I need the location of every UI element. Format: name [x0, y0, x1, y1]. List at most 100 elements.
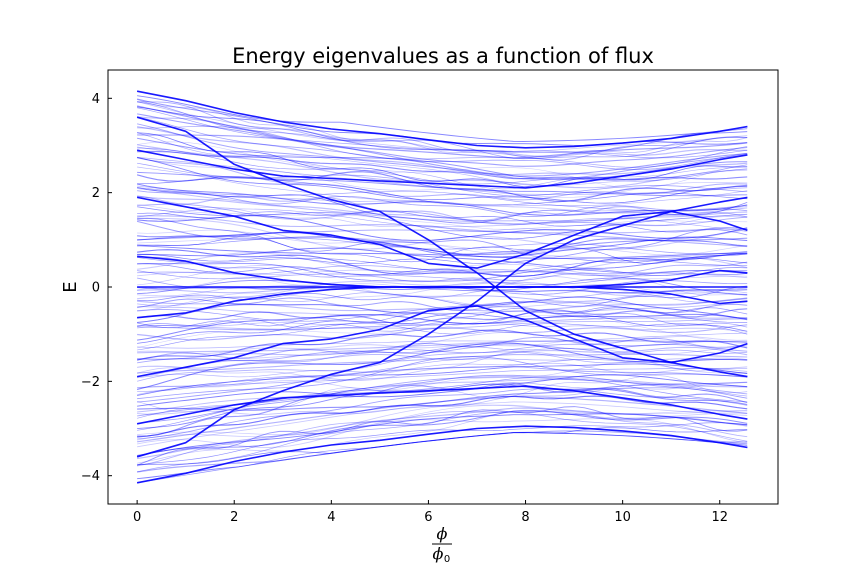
band-line	[137, 215, 748, 234]
y-tick-label: −4	[81, 469, 100, 484]
x-tick-label: 2	[230, 510, 238, 525]
x-tick-label: 10	[614, 510, 631, 525]
band-line	[137, 113, 748, 167]
band-line	[136, 171, 748, 202]
band-line	[137, 413, 748, 456]
band-line	[137, 249, 748, 277]
band-line	[137, 275, 748, 296]
band-line	[137, 362, 748, 396]
band-line	[137, 95, 748, 142]
band-line	[137, 263, 748, 278]
band-line	[137, 256, 748, 283]
band-line	[137, 322, 748, 351]
band-line	[137, 340, 748, 360]
series-line	[136, 305, 748, 378]
band-line	[136, 105, 748, 159]
band-line	[137, 236, 748, 264]
band-line	[137, 263, 748, 282]
band-line	[137, 101, 748, 153]
band-line	[137, 308, 748, 325]
band-line	[137, 301, 748, 323]
band-line	[137, 315, 748, 349]
band-line	[137, 203, 748, 230]
band-line	[137, 366, 748, 403]
band-line	[137, 210, 748, 233]
band-line	[137, 116, 748, 171]
band-line	[137, 332, 748, 349]
band-line	[137, 263, 748, 286]
series-line	[136, 196, 748, 458]
band-line	[137, 306, 748, 329]
series-line	[136, 149, 748, 189]
band-line	[137, 150, 748, 181]
band-line	[137, 116, 748, 158]
band-line	[137, 412, 748, 448]
band-line	[137, 350, 748, 381]
band-line	[137, 285, 748, 307]
series-line	[136, 425, 748, 484]
chart-title: Energy eigenvalues as a function of flux	[232, 44, 654, 68]
band-line	[137, 378, 748, 413]
y-tick-label: 2	[92, 186, 100, 201]
band-line	[136, 157, 748, 201]
band-line	[137, 313, 748, 344]
band-line	[136, 342, 748, 391]
band-line	[137, 277, 748, 295]
y-axis-label: E	[60, 281, 81, 292]
band-line	[137, 245, 748, 259]
band-line	[137, 162, 748, 197]
band-line	[137, 381, 748, 411]
band-line	[137, 356, 748, 400]
band-line	[137, 236, 748, 259]
band-line	[137, 157, 748, 204]
band-line	[137, 156, 748, 198]
band-line	[137, 217, 748, 251]
series-line	[136, 196, 748, 269]
eigenvalue-band-lines	[136, 95, 748, 483]
band-line	[137, 190, 748, 218]
band-line	[137, 346, 748, 378]
band-line	[137, 336, 748, 361]
band-line	[136, 98, 748, 159]
x-tick-label: 8	[521, 510, 529, 525]
band-line	[137, 171, 748, 197]
band-line	[137, 134, 748, 177]
y-axis-ticks: −4 −2 0 2 4	[81, 92, 112, 484]
band-line	[137, 289, 748, 307]
band-line	[137, 269, 748, 285]
band-line	[137, 404, 748, 441]
band-line	[137, 217, 748, 258]
band-line	[137, 313, 748, 341]
band-line	[137, 409, 748, 464]
band-line	[137, 340, 748, 354]
band-line	[137, 346, 748, 369]
band-line	[137, 215, 748, 241]
band-line	[136, 329, 748, 361]
band-line	[137, 362, 748, 391]
series-lines	[136, 90, 748, 484]
y-tick-label: −2	[81, 375, 100, 390]
band-line	[137, 382, 748, 437]
x-axis-label: ϕ ϕ 0	[432, 524, 452, 565]
band-line	[137, 363, 748, 396]
band-line	[137, 301, 748, 316]
x-tick-label: 4	[327, 510, 335, 525]
band-line	[137, 292, 748, 312]
band-line	[137, 195, 748, 222]
x-axis-label-denominator: ϕ	[433, 544, 444, 563]
band-line	[137, 384, 748, 415]
band-line	[137, 187, 748, 211]
band-line	[137, 203, 748, 227]
band-line	[137, 107, 748, 159]
band-line	[137, 324, 748, 341]
band-line	[137, 430, 748, 473]
band-line	[137, 395, 748, 443]
band-line	[137, 126, 748, 176]
series-line	[136, 385, 748, 425]
band-line	[137, 407, 748, 460]
band-line	[137, 147, 748, 185]
band-line	[137, 206, 748, 240]
band-line	[137, 252, 748, 273]
band-line	[137, 185, 748, 212]
